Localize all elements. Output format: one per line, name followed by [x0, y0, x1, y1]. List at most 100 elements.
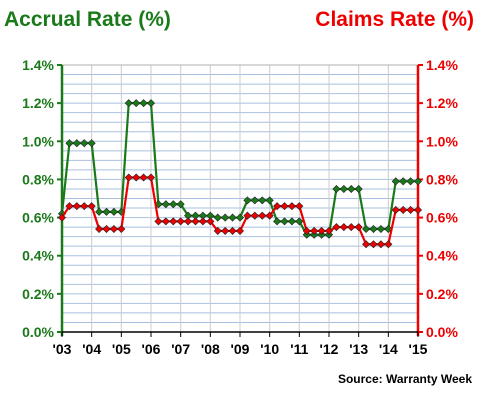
claims-rate-point [258, 211, 267, 220]
accrual-rate-point [169, 200, 178, 209]
claims-rate-point [87, 202, 96, 211]
claims-rate-point [347, 223, 356, 232]
accrual-rate-point [109, 207, 118, 216]
x-axis-tick-label: '10 [260, 341, 279, 357]
accrual-rate-point [250, 196, 259, 205]
accrual-rate-point [176, 200, 185, 209]
accrual-rate-point [102, 207, 111, 216]
accrual-rate-point [332, 184, 341, 193]
right-axis-tick-label: 0.6% [426, 210, 458, 226]
left-axis-tick-label: 1.4% [22, 57, 54, 73]
accrual-rate-point [339, 184, 348, 193]
claims-rate-point [72, 202, 81, 211]
claims-rate-point [198, 217, 207, 226]
claims-rate-point [273, 202, 282, 211]
left-axis-tick-label: 1.2% [22, 95, 54, 111]
accrual-rate-point [95, 207, 104, 216]
x-axis-tick-label: '08 [201, 341, 220, 357]
x-axis-tick-label: '15 [409, 341, 428, 357]
claims-rate-point [406, 205, 415, 214]
claims-rate-point [132, 173, 141, 182]
accrual-rate-point [87, 139, 96, 148]
claims-rate-point [413, 205, 423, 214]
x-axis-tick-label: '11 [290, 341, 308, 357]
left-axis-tick-label: 0.8% [22, 171, 54, 187]
left-axis-tick-label: 0.0% [22, 324, 54, 340]
accrual-rate-point [228, 213, 237, 222]
x-axis-tick-label: '09 [231, 341, 250, 357]
claims-rate-point [295, 202, 304, 211]
accrual-rate-point [362, 224, 371, 234]
claims-rate-point [391, 205, 400, 214]
accrual-rate-point [139, 99, 148, 108]
claims-rate-point [354, 223, 363, 232]
x-axis-tick-label: '07 [171, 341, 190, 357]
left-axis-title: Accrual Rate (%) [4, 8, 171, 31]
claims-rate-point [169, 217, 178, 226]
claims-rate-point [369, 240, 378, 249]
accrual-rate-point [72, 139, 81, 148]
accrual-rate-point [391, 177, 400, 186]
claims-rate-point [176, 217, 185, 226]
claims-rate-point [376, 240, 385, 249]
accrual-rate-point [235, 213, 245, 222]
right-axis-tick-label: 1.2% [426, 95, 458, 111]
x-axis-tick-label: '04 [82, 341, 101, 357]
claims-rate-point [250, 211, 259, 220]
accrual-rate-point [369, 224, 378, 234]
claims-rate-point [228, 226, 237, 235]
claims-rate-point [154, 217, 163, 226]
x-axis-tick-label: '12 [320, 341, 339, 357]
claims-rate-point [317, 226, 326, 235]
claims-rate-point [191, 217, 200, 226]
source-note: Source: Warranty Week [337, 372, 472, 386]
accrual-rate-point [354, 184, 363, 193]
accrual-rate-point [295, 217, 304, 226]
claims-rate-point [287, 202, 296, 211]
right-axis-tick-label: 1.4% [426, 57, 458, 73]
right-axis-tick-label: 0.4% [426, 248, 458, 264]
claims-rate-point [310, 226, 319, 235]
accrual-rate-point [347, 184, 356, 193]
accrual-rate-point [265, 196, 274, 205]
claims-rate-point [235, 226, 245, 235]
claims-rate-point [139, 173, 148, 182]
accrual-rate-point [161, 200, 170, 209]
accrual-rate-point [376, 224, 385, 234]
accrual-rate-point [243, 196, 252, 205]
accrual-rate-point [65, 139, 74, 148]
claims-rate-point [384, 240, 393, 249]
claims-rate-point [161, 217, 170, 226]
x-axis-tick-label: '06 [142, 341, 161, 357]
claims-rate-point [57, 213, 67, 222]
claims-rate-point [124, 173, 133, 182]
x-axis-tick-label: '13 [349, 341, 368, 357]
accrual-rate-point [406, 177, 415, 186]
accrual-rate-point [80, 139, 89, 148]
claims-rate-point [302, 226, 311, 235]
claims-rate-point [280, 202, 289, 211]
claims-rate-point [339, 223, 348, 232]
accrual-rate-point [132, 99, 141, 108]
claims-rate-point [65, 202, 74, 211]
claims-rate-point [206, 217, 215, 226]
left-axis-tick-label: 0.6% [22, 210, 54, 226]
accrual-rate-point [258, 196, 267, 205]
claims-rate-point [362, 240, 371, 249]
accrual-rate-point [221, 213, 230, 222]
x-axis-tick-label: '14 [379, 341, 398, 357]
claims-rate-point [213, 226, 222, 235]
claims-rate-point [80, 202, 89, 211]
claims-rate-point [146, 173, 156, 182]
claims-rate-point [265, 211, 274, 220]
right-axis-tick-label: 0.0% [426, 324, 458, 340]
claims-rate-point [324, 226, 334, 235]
claims-rate-point [102, 224, 111, 234]
accrual-rate-point [213, 213, 222, 222]
claims-rate-point [184, 217, 193, 226]
accrual-rate-point [146, 99, 156, 108]
accrual-rate-point [273, 217, 282, 226]
claims-rate-point [399, 205, 408, 214]
